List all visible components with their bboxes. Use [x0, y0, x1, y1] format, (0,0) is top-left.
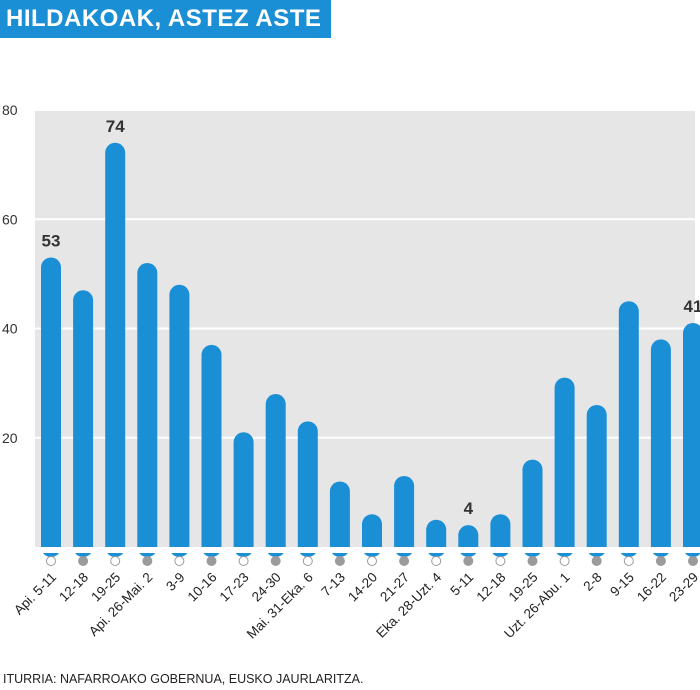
bar — [201, 344, 222, 557]
data-label: 41 — [684, 297, 700, 316]
x-tick-label: 7-13 — [318, 570, 348, 600]
x-tick-label: 12-18 — [56, 570, 91, 605]
x-tick-label: 23-29 — [666, 570, 700, 605]
week-marker — [302, 556, 313, 566]
data-label: 53 — [42, 231, 61, 250]
x-tick-label: 14-20 — [345, 570, 380, 605]
bar — [683, 323, 700, 557]
week-marker — [334, 556, 345, 566]
week-marker — [527, 556, 538, 566]
bar — [394, 475, 415, 557]
week-marker — [367, 556, 377, 566]
week-marker — [46, 556, 56, 566]
x-tick-label: 2-8 — [580, 570, 604, 594]
week-marker — [270, 556, 281, 566]
y-tick-label: 40 — [2, 321, 18, 337]
week-marker — [174, 556, 185, 566]
y-tick-label: 60 — [2, 211, 18, 227]
week-marker — [591, 556, 602, 566]
bar — [618, 301, 639, 557]
week-marker — [623, 556, 634, 566]
x-tick-label: 3-9 — [163, 570, 187, 594]
bar — [265, 394, 286, 557]
data-label: 74 — [106, 117, 125, 136]
chart-title: HILDAKOAK, ASTEZ ASTE — [6, 5, 322, 32]
bar — [137, 262, 158, 557]
x-tick-label: 5-11 — [447, 570, 476, 599]
week-marker — [431, 556, 442, 566]
week-marker — [655, 556, 666, 566]
week-marker — [110, 556, 121, 566]
week-marker — [688, 556, 698, 566]
week-marker — [399, 556, 410, 566]
week-marker — [463, 556, 474, 566]
week-marker — [495, 556, 506, 566]
bar — [522, 459, 543, 557]
bar — [586, 404, 607, 557]
week-marker — [206, 556, 217, 566]
bar — [73, 290, 94, 557]
bar — [362, 514, 382, 557]
baseline-mask — [0, 547, 700, 553]
week-marker — [559, 556, 570, 566]
bar — [329, 481, 350, 557]
bar — [297, 421, 318, 557]
data-label: 4 — [464, 499, 474, 518]
bar — [650, 339, 671, 557]
week-marker — [238, 556, 249, 566]
week-marker — [142, 556, 153, 566]
x-tick-label: 16-22 — [634, 570, 669, 605]
bar — [41, 257, 61, 557]
week-marker — [78, 556, 89, 566]
bar — [169, 284, 190, 557]
x-tick-label: 17-23 — [217, 570, 252, 605]
x-tick-label: 10-16 — [185, 570, 220, 605]
x-tick-label: Api. 5-11 — [11, 570, 59, 618]
bar — [233, 432, 254, 557]
source-note: ITURRIA: NAFARROAKO GOBERNUA, EUSKO JAUR… — [3, 672, 364, 686]
bar — [490, 514, 511, 557]
y-tick-label: 80 — [2, 102, 18, 118]
bar — [105, 142, 126, 557]
x-tick-label: 12-18 — [473, 570, 508, 605]
y-tick-label: 20 — [2, 430, 18, 446]
title-bar: HILDAKOAK, ASTEZ ASTE — [0, 0, 332, 38]
bar — [554, 377, 575, 557]
x-tick-label: 9-15 — [607, 570, 637, 600]
